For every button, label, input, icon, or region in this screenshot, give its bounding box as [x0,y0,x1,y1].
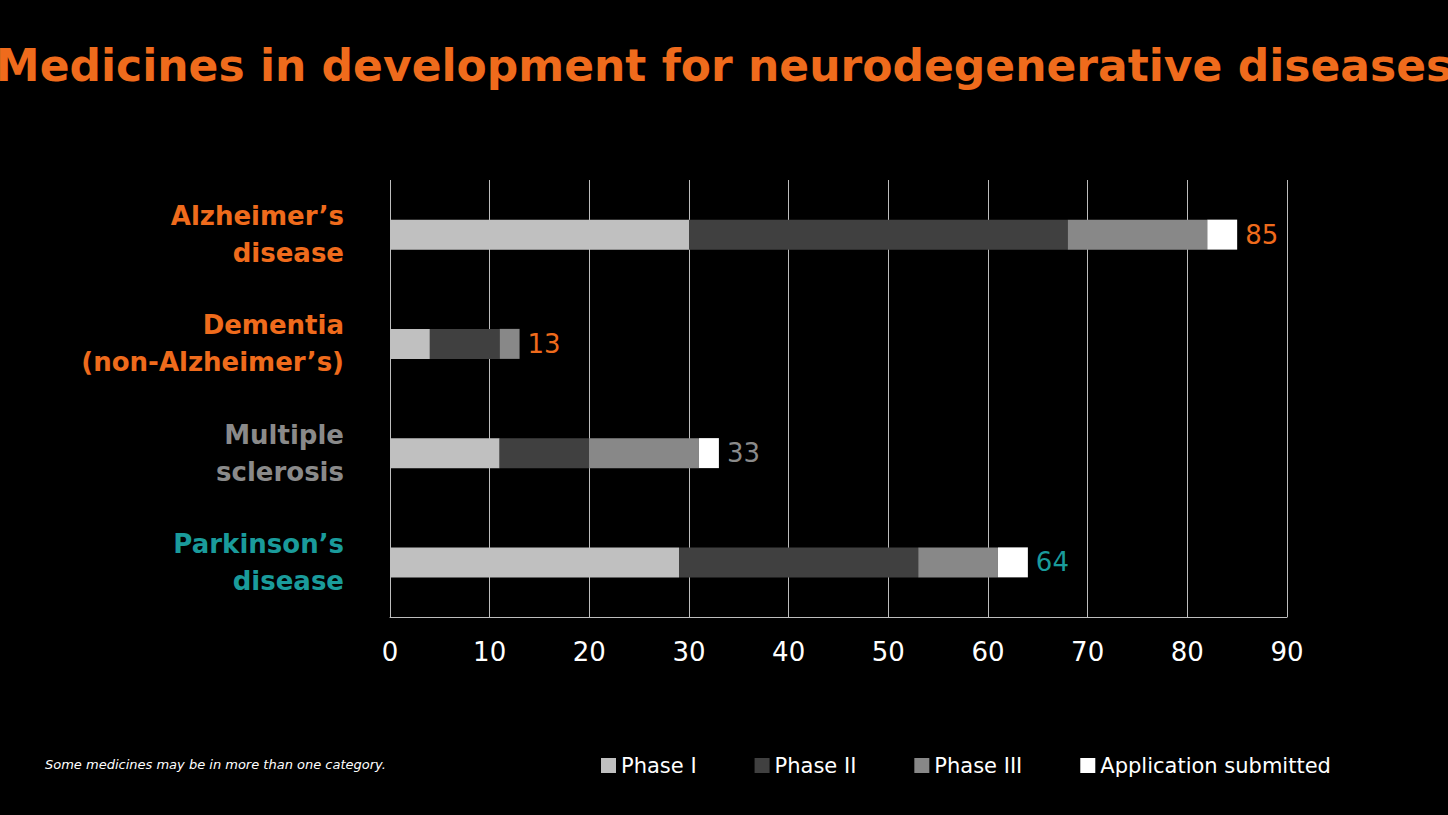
svg-text:(non-Alzheimer’s): (non-Alzheimer’s) [81,347,344,377]
svg-text:Some medicines may be in more: Some medicines may be in more than one c… [45,757,386,772]
svg-text:Dementia: Dementia [203,310,344,340]
svg-text:20: 20 [573,637,606,667]
svg-text:33: 33 [727,438,760,468]
svg-text:Multiple: Multiple [224,420,344,450]
svg-text:Phase II: Phase II [775,754,857,778]
svg-text:80: 80 [1171,637,1204,667]
svg-text:64: 64 [1036,547,1069,577]
svg-text:Application submitted: Application submitted [1100,754,1331,778]
svg-text:Medicines in development for n: Medicines in development for neurodegene… [0,40,1448,91]
svg-text:85: 85 [1245,220,1278,250]
svg-text:40: 40 [772,637,805,667]
svg-text:disease: disease [233,566,344,596]
svg-text:60: 60 [971,637,1004,667]
svg-text:sclerosis: sclerosis [216,457,344,487]
svg-text:90: 90 [1270,637,1303,667]
svg-text:70: 70 [1071,637,1104,667]
svg-text:50: 50 [872,637,905,667]
svg-text:30: 30 [672,637,705,667]
svg-text:Alzheimer’s: Alzheimer’s [171,201,344,231]
svg-text:Parkinson’s: Parkinson’s [173,529,344,559]
svg-text:Phase I: Phase I [621,754,697,778]
svg-text:Phase III: Phase III [934,754,1022,778]
svg-text:disease: disease [233,238,344,268]
svg-text:0: 0 [382,637,399,667]
svg-text:10: 10 [473,637,506,667]
svg-text:13: 13 [528,329,561,359]
